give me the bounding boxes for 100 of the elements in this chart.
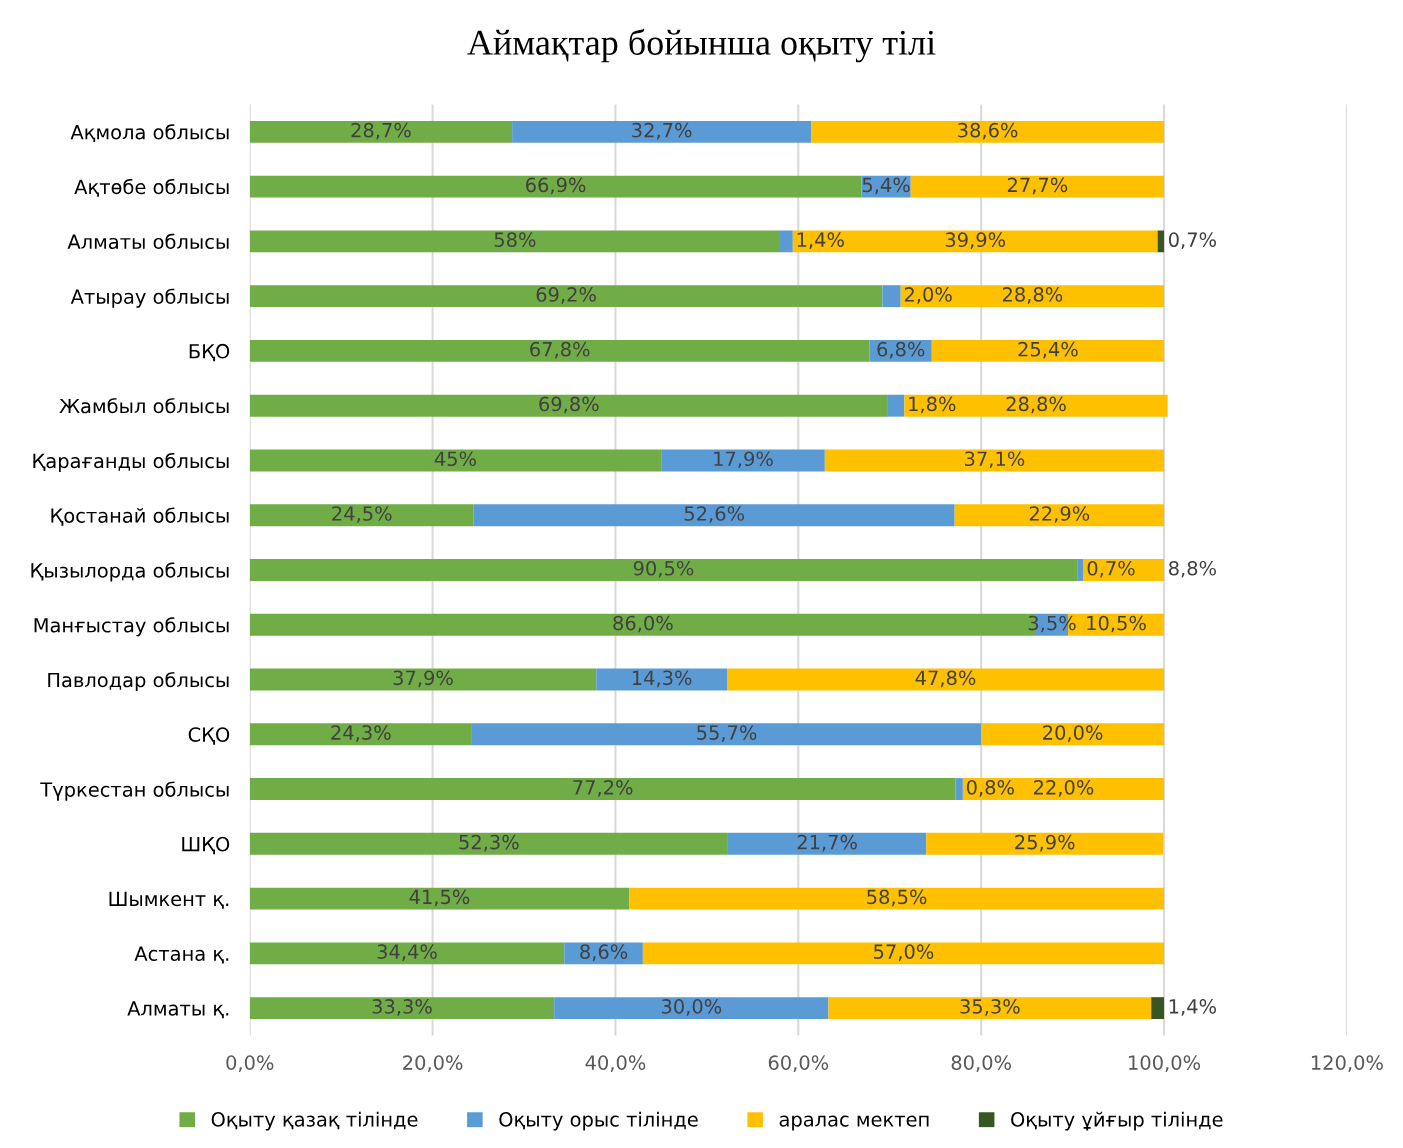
bar xyxy=(1077,559,1084,581)
bar xyxy=(726,668,1165,691)
data-label: 24,3% xyxy=(331,725,391,742)
bar xyxy=(249,394,888,417)
data-label: 0,8% xyxy=(966,779,1014,797)
bar xyxy=(629,887,1165,910)
data-label: 28,8% xyxy=(1006,396,1066,414)
data-label: 22,9% xyxy=(1029,506,1090,523)
y-tick-label: Астана қ. xyxy=(134,946,229,964)
bar xyxy=(962,778,1165,800)
data-label: 33,3% xyxy=(372,999,432,1016)
bar xyxy=(792,230,1158,253)
data-label: 25,9% xyxy=(1015,834,1075,852)
bar xyxy=(249,285,883,308)
data-label: 52,6% xyxy=(684,506,744,523)
bar xyxy=(954,504,1165,527)
bar xyxy=(824,449,1165,472)
bar xyxy=(926,832,1164,855)
y-tick-label: БҚО xyxy=(189,343,230,362)
y-tick-label: Манғыстау облысы xyxy=(34,617,229,637)
bar xyxy=(249,723,472,746)
x-tick-label: 120,0% xyxy=(1311,1055,1383,1072)
data-label: 90,5% xyxy=(633,560,694,578)
bar xyxy=(828,997,1152,1020)
y-tick-label: Қарағанды облысы xyxy=(33,452,229,473)
bar xyxy=(249,339,870,362)
bar xyxy=(882,285,901,308)
y-tick-label: Шымкент қ. xyxy=(109,891,229,909)
x-tick-label: 40,0% xyxy=(585,1055,646,1072)
data-label: 32,7% xyxy=(632,122,692,140)
data-label: 47,8% xyxy=(915,670,976,688)
data-label: 34,4% xyxy=(377,944,437,961)
legend-label: аралас мектеп xyxy=(779,1115,929,1131)
data-label: 24,5% xyxy=(332,506,392,523)
x-tick-label: 100,0% xyxy=(1129,1055,1201,1072)
y-tick-label: Алматы облысы xyxy=(67,233,229,250)
data-label: 10,5% xyxy=(1087,615,1146,633)
bar xyxy=(249,504,474,527)
data-label: 30,0% xyxy=(661,999,722,1016)
data-label: 39,9% xyxy=(945,232,1006,250)
y-tick-label: СҚО xyxy=(188,727,230,745)
bar xyxy=(1151,997,1165,1020)
bar xyxy=(249,449,662,472)
bar xyxy=(249,230,781,253)
bar xyxy=(554,997,829,1020)
bar xyxy=(249,120,513,143)
bar xyxy=(249,942,565,965)
data-label: 37,1% xyxy=(965,451,1025,469)
data-label: 28,7% xyxy=(351,122,411,140)
data-label: 20,0% xyxy=(1043,725,1103,742)
bar xyxy=(642,942,1165,965)
bar xyxy=(931,339,1165,362)
y-tick-label: Түркестан облысы xyxy=(40,781,229,801)
data-label: 67,8% xyxy=(530,341,590,359)
data-label: 0,7% xyxy=(1168,232,1217,250)
data-label: 69,2% xyxy=(536,287,596,304)
data-label: 35,3% xyxy=(960,999,1020,1016)
data-label: 52,3% xyxy=(459,834,519,852)
data-label: 41,5% xyxy=(409,889,470,907)
bar xyxy=(727,832,927,855)
data-label: 8,6% xyxy=(580,944,628,961)
legend-label: Оқыту ұйғыр тілінде xyxy=(1011,1111,1223,1131)
bar xyxy=(981,723,1165,746)
data-label: 2,0% xyxy=(904,287,952,304)
data-label: 58% xyxy=(494,232,536,248)
legend-label: Оқыту қазақ тілінде xyxy=(211,1111,418,1131)
bar xyxy=(249,832,728,855)
data-label: 69,8% xyxy=(539,396,599,414)
data-label: 86,0% xyxy=(613,615,673,633)
y-tick-label: ШҚО xyxy=(182,836,230,855)
data-label: 17,9% xyxy=(714,451,773,469)
data-label: 8,8% xyxy=(1169,560,1217,578)
data-label: 1,4% xyxy=(797,232,844,250)
data-label: 38,6% xyxy=(958,122,1018,140)
data-label: 45% xyxy=(434,451,476,467)
x-tick-label: 0,0% xyxy=(226,1055,274,1072)
data-label: 14,3% xyxy=(632,670,692,688)
data-label: 1,4% xyxy=(1169,999,1217,1016)
data-label: 22,0% xyxy=(1033,779,1094,797)
data-label: 27,7% xyxy=(1007,177,1068,195)
bar xyxy=(249,668,597,691)
bar xyxy=(900,285,1165,308)
data-label: 21,7% xyxy=(797,834,857,852)
y-tick-label: Алматы қ. xyxy=(127,1001,229,1019)
bar xyxy=(1157,230,1165,253)
data-label: 77,2% xyxy=(573,779,633,797)
data-label: 5,4% xyxy=(862,177,910,195)
bar xyxy=(249,175,862,198)
bar xyxy=(249,997,555,1020)
data-label: 55,7% xyxy=(697,725,757,742)
bar xyxy=(955,778,963,800)
data-label: 57,0% xyxy=(874,944,934,961)
y-tick-label: Жамбыл облысы xyxy=(59,397,229,414)
chart-title: Аймақтар бойынша оқыту тілі xyxy=(467,28,936,63)
x-tick-label: 60,0% xyxy=(768,1055,829,1072)
bar xyxy=(661,449,825,472)
data-label: 58,5% xyxy=(867,889,927,907)
y-tick-label: Қызылорда облысы xyxy=(31,562,229,582)
x-tick-label: 20,0% xyxy=(403,1055,463,1072)
bar xyxy=(904,394,1168,417)
